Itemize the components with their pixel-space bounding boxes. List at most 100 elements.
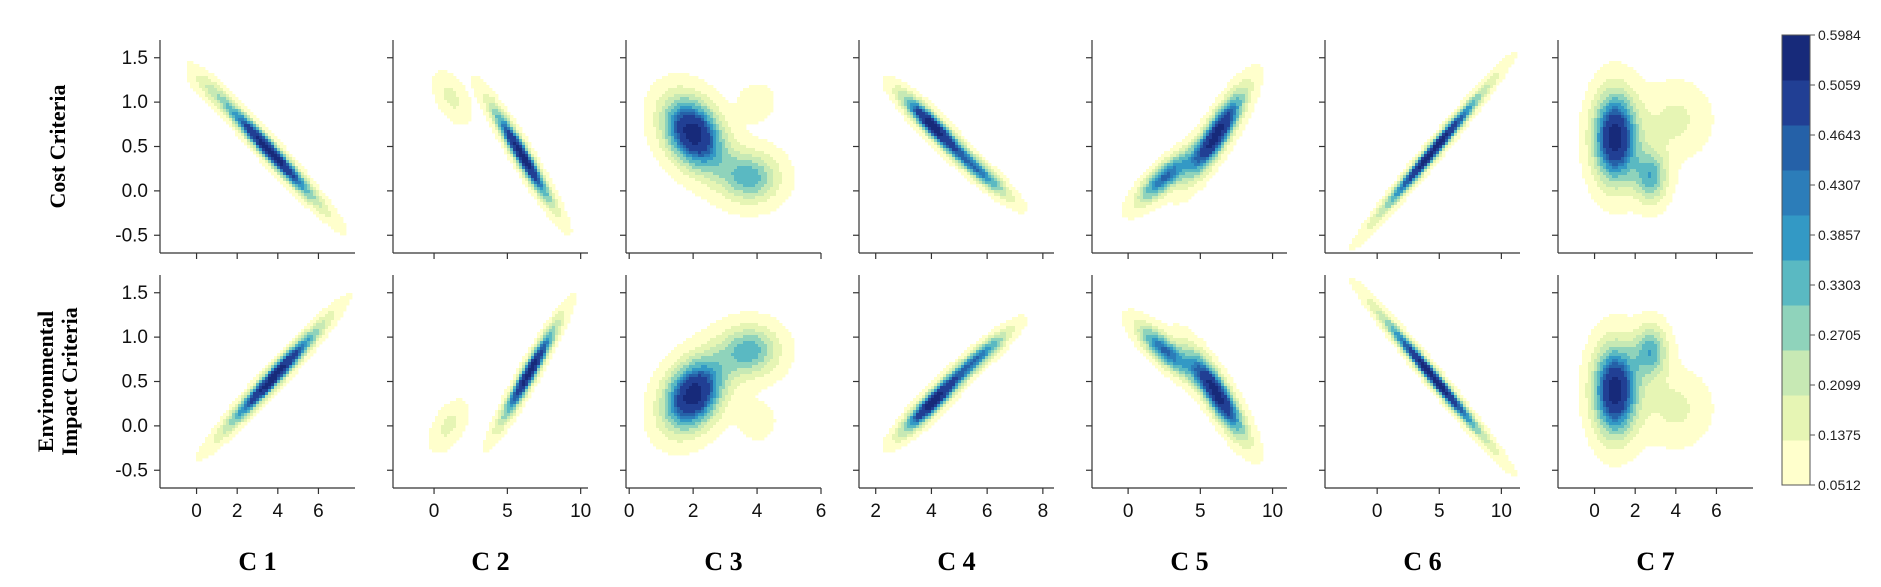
- x-tick-label: 4: [752, 501, 763, 522]
- x-tick-label: 2: [870, 501, 881, 522]
- colorbar-label: 0.2099: [1818, 377, 1861, 393]
- axes: [387, 40, 588, 259]
- row-label-cost: Cost Criteria: [45, 84, 70, 208]
- y-tick-label: 0.5: [122, 137, 148, 158]
- axes: 2 4 6 8: [853, 275, 1054, 522]
- x-tick-label: 4: [273, 501, 284, 522]
- column-title-4: C 4: [937, 547, 975, 576]
- x-tick-label: 10: [570, 501, 591, 522]
- y-tick-label: 1.0: [122, 327, 148, 348]
- y-tick-label: 1.0: [122, 92, 148, 113]
- panel-env-c2: 0 5 10: [387, 275, 591, 522]
- density-contours: [429, 293, 577, 453]
- axes: 0 2 4 6: [620, 275, 826, 522]
- colorbar-segment: [1782, 80, 1810, 126]
- y-tick-label: -0.5: [115, 225, 148, 246]
- colorbar-segment: [1782, 395, 1810, 441]
- axes: [1552, 40, 1753, 259]
- colorbar-label: 0.5059: [1818, 77, 1861, 93]
- panel-cost-c3: [620, 40, 822, 259]
- colorbar-segment: [1782, 125, 1810, 171]
- density-contours: [644, 311, 795, 456]
- x-tick-label: 10: [1491, 501, 1512, 522]
- colorbar-segment: [1782, 170, 1810, 216]
- density-contours: [1122, 308, 1264, 465]
- density-contours: [187, 61, 347, 236]
- axes: 0 5 10: [1319, 275, 1520, 522]
- colorbar-segment: [1782, 260, 1810, 306]
- density-contours: [196, 293, 353, 462]
- x-tick-label: 2: [1630, 501, 1641, 522]
- colorbar-label: 0.3857: [1818, 227, 1861, 243]
- panel-cost-c6: [1319, 40, 1520, 259]
- density-contours: [1579, 61, 1715, 218]
- colorbar-label: 0.4643: [1818, 127, 1861, 143]
- axes: [1319, 40, 1520, 259]
- panel-env-c3: 0 2 4 6: [620, 275, 826, 522]
- axes: 1.5 1.0 0.5 0.0 -0.5: [115, 40, 355, 259]
- column-title-7: C 7: [1636, 547, 1674, 576]
- column-title-2: C 2: [471, 547, 509, 576]
- y-tick-label: 1.5: [122, 283, 148, 304]
- colorbar-label: 0.3303: [1818, 277, 1861, 293]
- row-label-env: Environmental Impact Criteria: [33, 307, 82, 455]
- colorbar-segment: [1782, 305, 1810, 351]
- colorbar-label: 0.1375: [1818, 427, 1861, 443]
- x-tick-label: 4: [1671, 501, 1682, 522]
- x-tick-label: 0: [1372, 501, 1383, 522]
- panel-env-c1: 0 2 4 6 1.5 1.0 0.5 0.0 -0.5: [115, 275, 355, 522]
- density-contours: [883, 314, 1028, 453]
- y-tick-label: -0.5: [115, 460, 148, 481]
- row-label-line: Impact Criteria: [57, 307, 82, 455]
- x-tick-label: 6: [816, 501, 827, 522]
- x-tick-label: 6: [982, 501, 993, 522]
- colorbar-segment: [1782, 215, 1810, 261]
- colorbar-label: 0.0512: [1818, 477, 1861, 493]
- panel-env-c5: 0 5 10: [1086, 275, 1287, 522]
- y-tick-label: 0.0: [122, 416, 148, 437]
- column-title-3: C 3: [704, 547, 742, 576]
- colorbar-label: 0.5984: [1818, 27, 1861, 43]
- colorbar-label: 0.4307: [1818, 177, 1861, 193]
- panel-cost-c2: [387, 40, 588, 259]
- axes: 0 2 4 6: [1552, 275, 1753, 522]
- x-tick-label: 0: [429, 501, 440, 522]
- panel-cost-c4: [853, 40, 1054, 259]
- colorbar-segment: [1782, 350, 1810, 396]
- x-tick-label: 10: [1262, 501, 1283, 522]
- x-tick-label: 8: [1038, 501, 1049, 522]
- x-tick-label: 6: [1711, 501, 1722, 522]
- row-label-line: Environmental: [33, 311, 58, 452]
- density-contours: [1349, 52, 1518, 251]
- x-tick-label: 0: [1123, 501, 1134, 522]
- panel-env-c4: 2 4 6 8: [853, 275, 1054, 522]
- density-contours: [1349, 278, 1518, 477]
- x-tick-label: 0: [1589, 501, 1600, 522]
- column-title-5: C 5: [1170, 547, 1208, 576]
- axes: 0 5 10: [1086, 275, 1287, 522]
- panel-cost-c1: 1.5 1.0 0.5 0.0 -0.5: [115, 40, 355, 259]
- y-tick-label: 1.5: [122, 48, 148, 69]
- x-tick-label: 2: [688, 501, 699, 522]
- x-tick-label: 2: [232, 501, 243, 522]
- colorbar-frame: [1781, 34, 1811, 486]
- axes: 0 2 4 6 1.5 1.0 0.5 0.0 -0.5: [115, 275, 355, 522]
- column-title-1: C 1: [238, 547, 276, 576]
- x-tick-label: 5: [1195, 501, 1206, 522]
- colorbar: 0.5984 0.5059 0.4643 0.4307 0.3857 0.3303 0.27…: [1781, 27, 1861, 493]
- x-tick-label: 5: [1434, 501, 1445, 522]
- y-tick-label: 0.0: [122, 181, 148, 202]
- density-contours: [1122, 64, 1264, 221]
- axes: [620, 40, 822, 259]
- row-label-line: Cost Criteria: [45, 84, 70, 208]
- colorbar-segment: [1782, 35, 1810, 81]
- y-tick-label: 0.5: [122, 372, 148, 393]
- axes: 0 5 10: [387, 275, 591, 522]
- panel-cost-c7: [1552, 40, 1753, 259]
- panel-env-c6: 0 5 10: [1319, 275, 1520, 522]
- panel-cost-c5: [1086, 40, 1287, 259]
- x-tick-label: 0: [191, 501, 202, 522]
- density-contours: [1579, 311, 1715, 468]
- density-contours: [644, 73, 795, 218]
